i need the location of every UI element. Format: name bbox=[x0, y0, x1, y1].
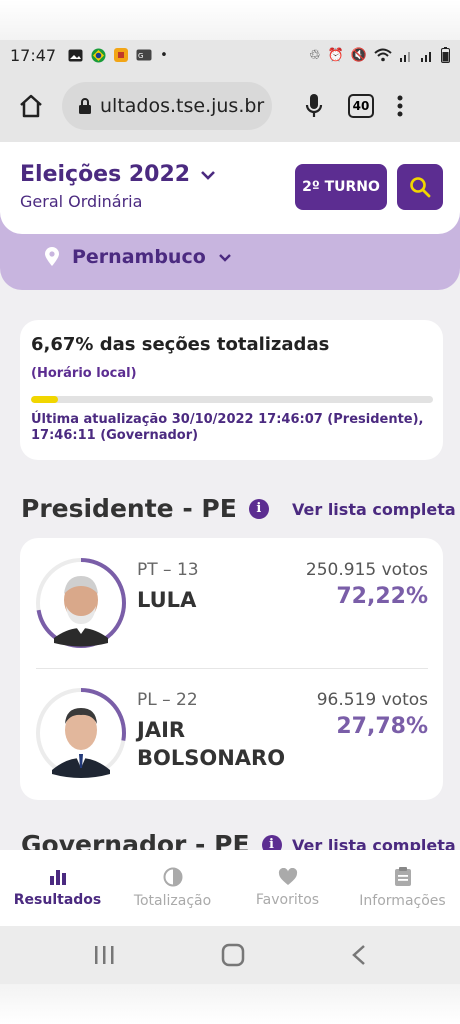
governor-title: Governador - PE bbox=[21, 830, 250, 850]
image-icon bbox=[68, 49, 83, 61]
voice-search-button[interactable] bbox=[284, 93, 344, 119]
gif-icon: G bbox=[136, 49, 152, 61]
info-icon[interactable]: i bbox=[248, 498, 269, 519]
app-icon bbox=[114, 48, 129, 62]
heart-icon bbox=[278, 868, 297, 885]
president-title: Presidente - PE bbox=[21, 494, 237, 523]
nav-favoritos[interactable]: Favoritos bbox=[230, 850, 345, 926]
recycle-icon: ♲ bbox=[308, 47, 321, 63]
governor-see-all-link[interactable]: Ver lista completa bbox=[292, 836, 456, 850]
chevron-down-icon bbox=[201, 170, 216, 180]
dot-icon: • bbox=[160, 47, 168, 63]
candidate-votes: 250.915 votos bbox=[305, 560, 428, 580]
signal-icon bbox=[400, 52, 410, 62]
nav-label: Favoritos bbox=[255, 892, 320, 908]
page-content: Eleições 2022 Geral Ordinária 2º TURNO P… bbox=[0, 142, 460, 850]
candidate-photo-lula bbox=[36, 558, 126, 648]
recent-apps-icon[interactable] bbox=[93, 945, 115, 965]
governor-section-title: Governador - PE i bbox=[21, 830, 282, 850]
candidate-row[interactable]: PL – 22 JAIR BOLSONARO 96.519 votos 27,7… bbox=[20, 668, 443, 778]
election-subtitle: Geral Ordinária bbox=[20, 192, 143, 211]
home-button[interactable] bbox=[0, 94, 62, 118]
candidate-name: JAIR BOLSONARO bbox=[137, 718, 286, 770]
candidate-party: PT – 13 bbox=[137, 560, 199, 580]
home-nav-icon[interactable] bbox=[221, 943, 245, 967]
last-update-text: Última atualização 30/10/2022 17:46:07 (… bbox=[31, 412, 424, 443]
bottom-navigation: Resultados Totalização Favoritos Informa… bbox=[0, 850, 460, 926]
state-name: Pernambuco bbox=[72, 246, 206, 268]
bottom-fade bbox=[0, 984, 460, 1024]
top-fade bbox=[0, 0, 460, 40]
back-icon[interactable] bbox=[351, 944, 367, 966]
nav-resultados[interactable]: Resultados bbox=[0, 850, 115, 926]
search-button[interactable] bbox=[397, 164, 443, 210]
candidate-percentage: 72,22% bbox=[336, 584, 428, 609]
mute-icon: 🔇 bbox=[350, 47, 367, 63]
nav-informacoes[interactable]: Informações bbox=[345, 850, 460, 926]
candidate-row[interactable]: PT – 13 LULA 250.915 votos 72,22% bbox=[20, 538, 443, 648]
svg-text:G: G bbox=[138, 52, 143, 60]
election-selector[interactable]: Eleições 2022 bbox=[20, 162, 216, 187]
nav-label: Informações bbox=[359, 893, 446, 909]
browser-toolbar: ultados.tse.jus.br 40 bbox=[0, 70, 460, 142]
candidate-party: PL – 22 bbox=[137, 690, 198, 710]
candidate-share-ring bbox=[36, 688, 126, 778]
status-time: 17:47 bbox=[10, 45, 57, 65]
president-see-all-link[interactable]: Ver lista completa bbox=[292, 500, 456, 519]
totalization-title: 6,67% das seções totalizadas bbox=[31, 334, 330, 355]
clipboard-icon bbox=[394, 867, 411, 886]
president-candidates-card: PT – 13 LULA 250.915 votos 72,22% PL – 2… bbox=[20, 538, 443, 800]
election-title: Eleições 2022 bbox=[20, 162, 191, 187]
election-header: Eleições 2022 Geral Ordinária 2º TURNO bbox=[0, 142, 460, 234]
totalization-progress-bar bbox=[31, 396, 433, 403]
search-icon bbox=[410, 177, 431, 198]
nav-label: Resultados bbox=[13, 892, 102, 908]
candidate-votes: 96.519 votos bbox=[316, 690, 428, 710]
signal-icon-2 bbox=[421, 52, 431, 62]
location-selector[interactable]: Pernambuco bbox=[44, 246, 232, 268]
candidate-percentage: 27,78% bbox=[336, 714, 428, 739]
location-pin-icon bbox=[45, 247, 59, 266]
nav-label: Totalização bbox=[133, 893, 212, 909]
divider bbox=[36, 668, 428, 669]
totalization-card: 6,67% das seções totalizadas (Horário lo… bbox=[20, 320, 443, 460]
url-text: ultados.tse.jus.br bbox=[100, 95, 265, 117]
chevron-down-icon bbox=[218, 253, 231, 262]
alarm-icon: ⏰ bbox=[327, 47, 344, 63]
microphone-icon bbox=[305, 94, 323, 117]
status-left-icons: G • bbox=[68, 48, 168, 63]
turno-button[interactable]: 2º TURNO bbox=[295, 164, 387, 210]
lock-icon bbox=[79, 98, 91, 114]
status-right-icons: ♲ ⏰ 🔇 bbox=[309, 47, 450, 63]
president-section-title: Presidente - PE i bbox=[21, 494, 269, 523]
candidate-name: LULA bbox=[137, 588, 197, 612]
browser-menu-button[interactable] bbox=[374, 95, 426, 117]
more-vert-icon bbox=[397, 95, 403, 117]
totalization-progress-fill bbox=[31, 396, 58, 403]
nav-totalizacao[interactable]: Totalização bbox=[115, 850, 230, 926]
totalization-subtitle: (Horário local) bbox=[31, 366, 137, 381]
pie-icon bbox=[163, 867, 182, 887]
status-bar: 17:47 G • ♲ ⏰ 🔇 bbox=[0, 40, 460, 70]
info-icon[interactable]: i bbox=[261, 834, 282, 850]
tab-switcher-button[interactable]: 40 bbox=[348, 94, 374, 118]
android-navigation-bar bbox=[0, 926, 460, 984]
battery-icon bbox=[441, 47, 450, 63]
brazil-flag-icon bbox=[91, 48, 106, 62]
home-icon bbox=[20, 94, 42, 118]
bar-chart-icon bbox=[49, 870, 66, 885]
url-bar[interactable]: ultados.tse.jus.br bbox=[62, 82, 272, 130]
candidate-photo-bolsonaro bbox=[36, 688, 126, 778]
wifi-icon bbox=[374, 48, 392, 62]
